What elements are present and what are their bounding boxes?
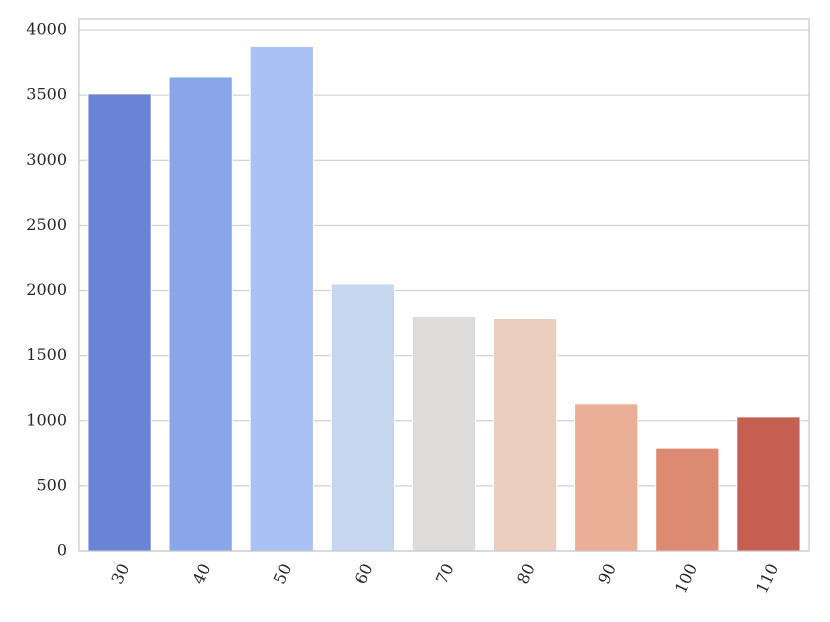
y-tick-label: 4000 (26, 20, 67, 39)
y-tick-label: 1000 (26, 410, 67, 429)
bar (574, 403, 639, 552)
plot-frame (78, 18, 810, 552)
x-tick-label: 110 (752, 561, 782, 597)
x-tick-label: 50 (270, 561, 296, 587)
y-tick-label: 3000 (26, 150, 67, 169)
x-tick-label: 100 (671, 561, 701, 597)
bar-layer (87, 45, 801, 552)
bar (87, 93, 152, 552)
bar (736, 416, 801, 552)
x-tick-label: 40 (189, 561, 215, 587)
bar (249, 45, 314, 552)
x-tick-label: 70 (432, 561, 458, 587)
y-tick-label: 1500 (26, 345, 67, 364)
y-tick-label: 3500 (26, 85, 67, 104)
y-tick-label: 2000 (26, 280, 67, 299)
bar (330, 283, 396, 552)
y-tick-label: 2500 (26, 215, 67, 234)
x-tick-label: 90 (594, 561, 620, 587)
bar (655, 447, 720, 552)
y-tick-label: 500 (36, 475, 67, 494)
x-tick-label: 60 (351, 561, 377, 587)
x-tick-label: 30 (107, 561, 133, 587)
bar (411, 316, 477, 552)
y-tick-label: 0 (57, 541, 67, 560)
bar (492, 318, 558, 552)
x-tick-label: 80 (513, 561, 539, 587)
bar (168, 76, 233, 552)
